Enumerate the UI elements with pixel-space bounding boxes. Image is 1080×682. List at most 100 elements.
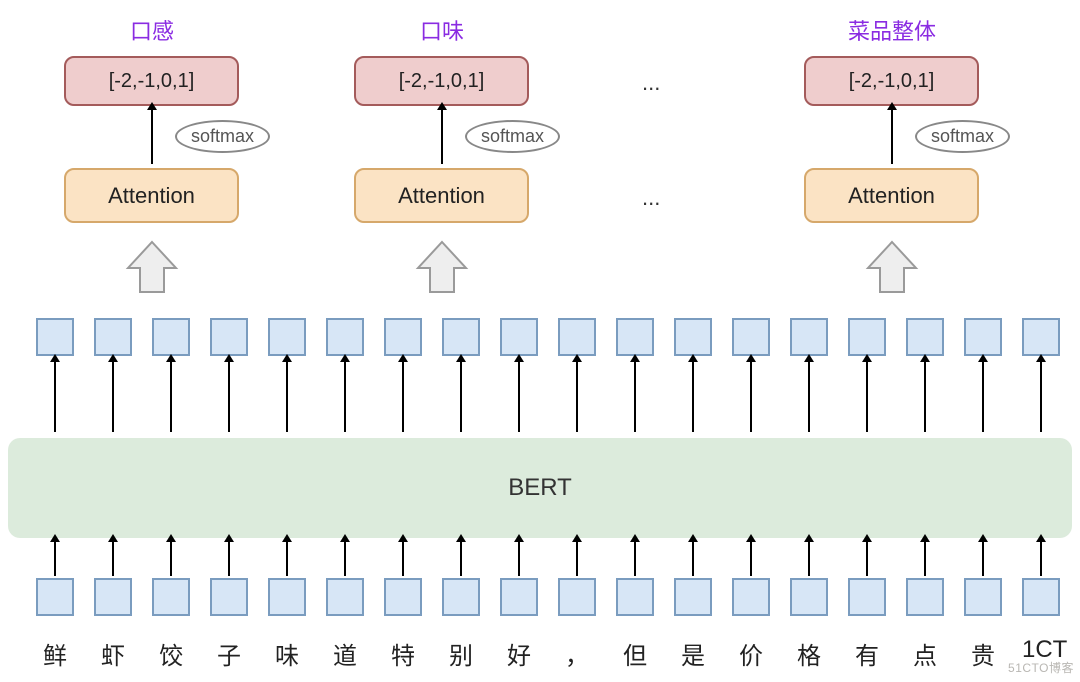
token-top xyxy=(268,318,306,356)
arrow-up-icon xyxy=(692,360,694,432)
arrow-up-icon xyxy=(286,360,288,432)
big-arrow-icon-1 xyxy=(122,238,182,298)
diagram-canvas: 口感 口味 菜品整体 [-2,-1,0,1] [-2,-1,0,1] [-2,-… xyxy=(0,0,1080,682)
arrow-up-icon xyxy=(54,540,56,576)
token-top xyxy=(848,318,886,356)
token-top xyxy=(1022,318,1060,356)
token-bottom xyxy=(384,578,422,616)
token-top xyxy=(326,318,364,356)
output-box-2: [-2,-1,0,1] xyxy=(354,56,529,106)
bert-block: BERT xyxy=(8,438,1072,538)
token-bottom xyxy=(616,578,654,616)
arrow-up-icon xyxy=(634,360,636,432)
arrow-up-icon xyxy=(402,540,404,576)
attention-box-3: Attention xyxy=(804,168,979,223)
arrow-up-icon xyxy=(924,540,926,576)
input-char: 虾 xyxy=(94,636,132,671)
token-top xyxy=(210,318,248,356)
watermark-text: 51CTO博客 xyxy=(1008,659,1074,676)
arrow-up-icon xyxy=(1040,360,1042,432)
output-box-1: [-2,-1,0,1] xyxy=(64,56,239,106)
input-char: 别 xyxy=(442,636,480,671)
token-bottom xyxy=(674,578,712,616)
attention-box-2: Attention xyxy=(354,168,529,223)
token-bottom xyxy=(906,578,944,616)
arrow-up-icon xyxy=(924,360,926,432)
token-top xyxy=(732,318,770,356)
token-bottom xyxy=(500,578,538,616)
token-bottom xyxy=(848,578,886,616)
arrow-up-icon xyxy=(460,540,462,576)
input-char: 鲜 xyxy=(36,636,74,671)
token-top xyxy=(906,318,944,356)
input-char: 特 xyxy=(384,636,422,671)
arrow-up-icon xyxy=(151,108,153,164)
arrow-up-icon xyxy=(460,360,462,432)
output-text: [-2,-1,0,1] xyxy=(849,70,935,93)
arrow-up-icon xyxy=(866,360,868,432)
token-top xyxy=(384,318,422,356)
output-text: [-2,-1,0,1] xyxy=(399,70,485,93)
token-bottom xyxy=(152,578,190,616)
arrow-up-icon xyxy=(344,360,346,432)
arrow-up-icon xyxy=(576,360,578,432)
token-top xyxy=(152,318,190,356)
arrow-up-icon xyxy=(402,360,404,432)
softmax-label-1: softmax xyxy=(175,120,270,153)
attention-text: Attention xyxy=(848,183,935,209)
arrow-up-icon xyxy=(112,360,114,432)
arrow-up-icon xyxy=(518,360,520,432)
token-top xyxy=(616,318,654,356)
arrow-up-icon xyxy=(112,540,114,576)
input-char: 价 xyxy=(732,636,770,671)
output-box-3: [-2,-1,0,1] xyxy=(804,56,979,106)
arrow-up-icon xyxy=(750,540,752,576)
token-bottom xyxy=(94,578,132,616)
token-top xyxy=(964,318,1002,356)
attention-box-1: Attention xyxy=(64,168,239,223)
aspect-label-2: 口味 xyxy=(382,14,502,46)
aspect-label-3: 菜品整体 xyxy=(832,14,952,46)
input-char: 饺 xyxy=(152,636,190,671)
arrow-up-icon xyxy=(1040,540,1042,576)
token-top xyxy=(94,318,132,356)
token-bottom xyxy=(442,578,480,616)
output-text: [-2,-1,0,1] xyxy=(109,70,195,93)
token-bottom xyxy=(36,578,74,616)
big-arrow-icon-3 xyxy=(862,238,922,298)
arrow-up-icon xyxy=(808,540,810,576)
token-top xyxy=(36,318,74,356)
token-bottom xyxy=(790,578,828,616)
softmax-label-2: softmax xyxy=(465,120,560,153)
arrow-up-icon xyxy=(891,108,893,164)
input-char: 有 xyxy=(848,636,886,671)
ellipsis-top: ... xyxy=(642,70,660,96)
input-char: 点 xyxy=(906,636,944,671)
arrow-up-icon xyxy=(54,360,56,432)
arrow-up-icon xyxy=(808,360,810,432)
arrow-up-icon xyxy=(228,360,230,432)
ellipsis-mid: ... xyxy=(642,185,660,211)
arrow-up-icon xyxy=(576,540,578,576)
arrow-up-icon xyxy=(228,540,230,576)
token-bottom xyxy=(558,578,596,616)
token-bottom xyxy=(268,578,306,616)
token-top xyxy=(558,318,596,356)
arrow-up-icon xyxy=(170,540,172,576)
arrow-up-icon xyxy=(982,360,984,432)
token-bottom xyxy=(1022,578,1060,616)
arrow-up-icon xyxy=(750,360,752,432)
arrow-up-icon xyxy=(634,540,636,576)
input-char: 是 xyxy=(674,636,712,671)
bert-label: BERT xyxy=(508,474,572,502)
token-bottom xyxy=(210,578,248,616)
arrow-up-icon xyxy=(286,540,288,576)
attention-text: Attention xyxy=(108,183,195,209)
token-top xyxy=(500,318,538,356)
token-bottom xyxy=(964,578,1002,616)
input-char: 好 xyxy=(500,636,538,671)
input-char: 但 xyxy=(616,636,654,671)
big-arrow-icon-2 xyxy=(412,238,472,298)
aspect-label-1: 口感 xyxy=(92,14,212,46)
arrow-up-icon xyxy=(866,540,868,576)
